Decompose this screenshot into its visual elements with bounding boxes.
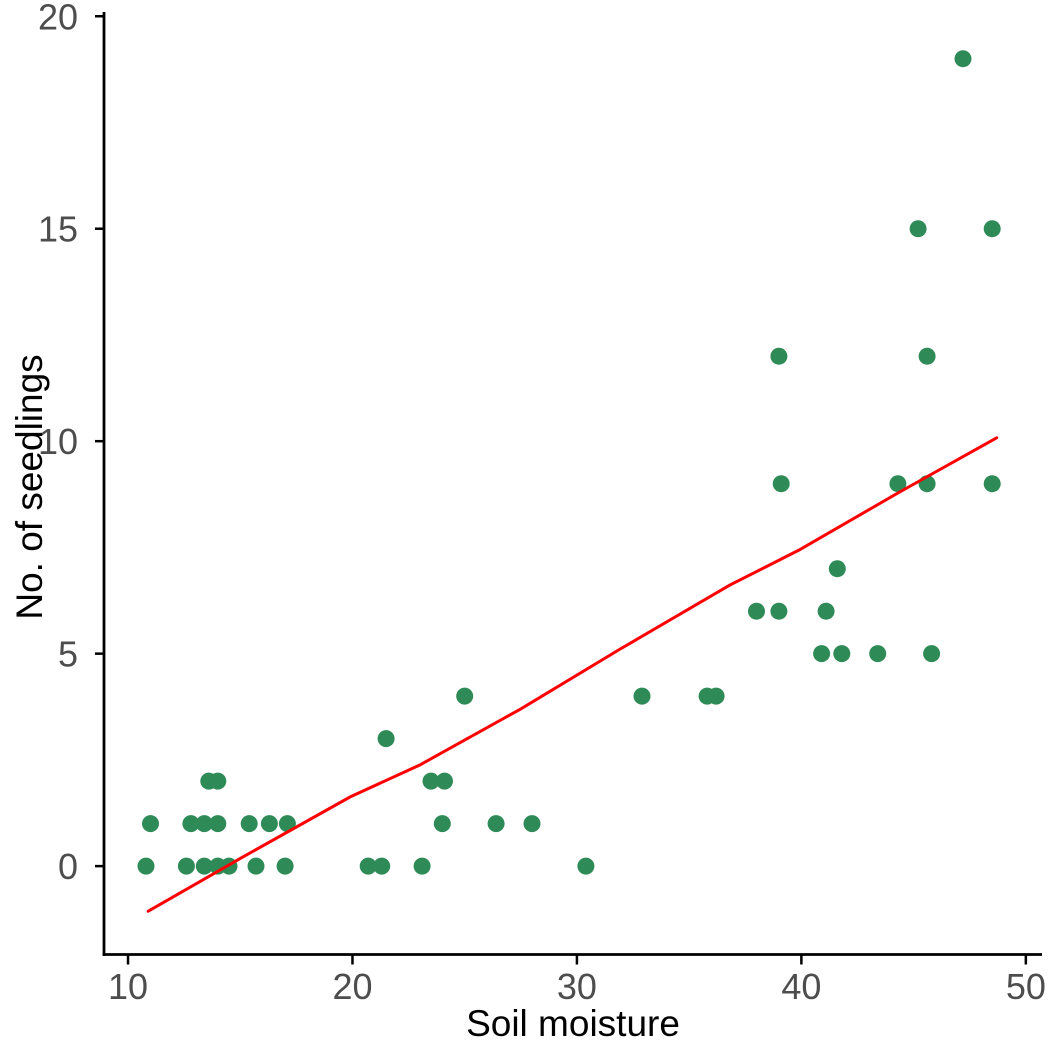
data-point [177, 857, 195, 875]
data-point [889, 475, 907, 493]
data-point [577, 857, 595, 875]
x-axis-title: Soil moisture [466, 1003, 680, 1044]
data-point [633, 687, 651, 705]
x-tick-label: 10 [108, 966, 148, 1007]
data-point [433, 815, 451, 833]
data-point [456, 687, 474, 705]
data-point [707, 687, 725, 705]
data-point [523, 815, 541, 833]
y-tick-label: 15 [38, 209, 78, 250]
data-point [247, 857, 265, 875]
data-point [240, 815, 258, 833]
data-point [923, 645, 941, 663]
data-point [983, 475, 1001, 493]
data-point [142, 815, 159, 833]
data-point [182, 815, 200, 833]
x-tick-label: 40 [781, 966, 821, 1007]
data-point [377, 730, 395, 748]
data-point [770, 347, 788, 365]
data-point [813, 645, 831, 663]
data-point [195, 815, 213, 833]
data-point [954, 50, 972, 68]
x-tick-label: 50 [1006, 966, 1046, 1007]
data-point [487, 815, 505, 833]
data-point [373, 857, 391, 875]
data-point [828, 560, 846, 578]
points-layer [137, 50, 1001, 875]
data-point [278, 815, 296, 833]
y-tick-label: 0 [58, 846, 78, 887]
data-point [209, 815, 227, 833]
data-point [359, 857, 377, 875]
data-point [195, 857, 213, 875]
data-point [918, 347, 936, 365]
y-tick-label: 5 [58, 634, 78, 675]
data-point [260, 815, 278, 833]
data-point [817, 602, 835, 620]
data-point [413, 857, 431, 875]
data-point [772, 475, 790, 493]
y-axis-ticks: 0 5 10 15 20 [38, 0, 104, 887]
data-point [869, 645, 887, 663]
data-point [209, 772, 227, 790]
y-axis-title: No. of seedlings [9, 354, 50, 619]
data-point [436, 772, 453, 790]
data-point [909, 220, 927, 238]
data-point [833, 645, 851, 663]
trend-line-layer [146, 436, 999, 913]
data-point [137, 857, 155, 875]
data-point [748, 602, 765, 620]
data-point [983, 220, 1001, 238]
y-tick-label: 20 [38, 0, 78, 37]
data-point [770, 602, 788, 620]
y-tick-label: 10 [38, 421, 78, 462]
data-point [276, 857, 294, 875]
data-point [422, 772, 440, 790]
x-tick-label: 20 [332, 966, 372, 1007]
x-axis-ticks: 10 20 30 40 50 [108, 954, 1046, 1007]
trend-line [146, 436, 999, 913]
x-tick-label: 30 [557, 966, 597, 1007]
